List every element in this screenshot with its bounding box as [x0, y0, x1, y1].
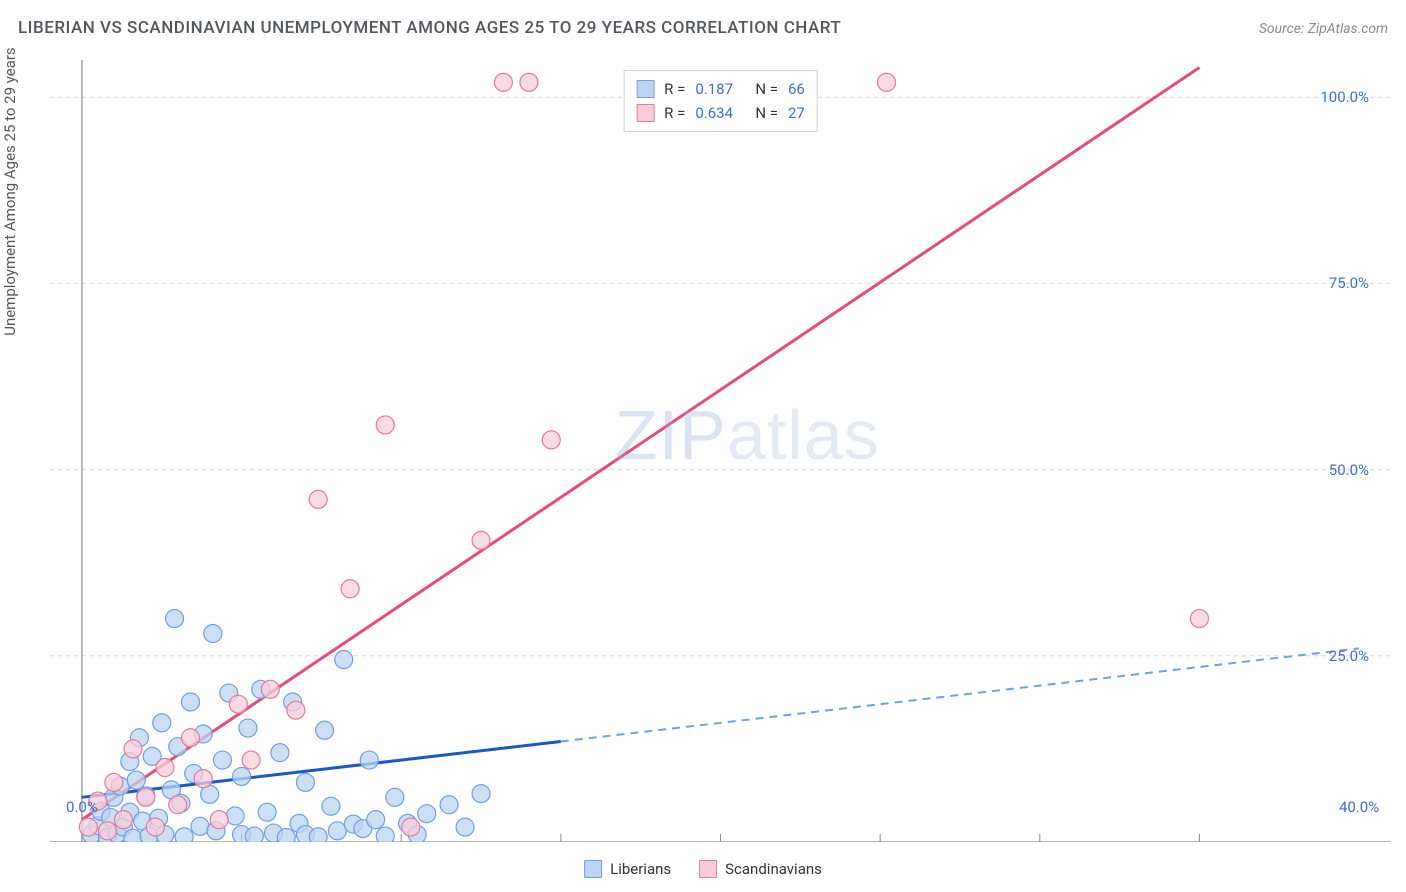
- data-point: [367, 811, 385, 829]
- data-point: [181, 693, 199, 711]
- data-point: [79, 818, 97, 836]
- data-point: [191, 817, 209, 835]
- chart-container: Unemployment Among Ages 25 to 29 years Z…: [0, 50, 1406, 892]
- x-tick-label: 40.0%: [1339, 798, 1379, 816]
- y-axis-title: Unemployment Among Ages 25 to 29 years: [1, 47, 19, 335]
- y-tick-label: 75.0%: [1329, 274, 1369, 292]
- data-point: [316, 721, 334, 739]
- data-point: [341, 580, 359, 598]
- data-point: [156, 759, 174, 777]
- data-point: [287, 701, 305, 719]
- data-point: [402, 818, 420, 836]
- data-point: [440, 796, 458, 814]
- data-point: [456, 818, 474, 836]
- data-point: [204, 624, 222, 642]
- x-tick-label: 0.0%: [66, 798, 98, 816]
- plot-area: ZIPatlas 25.0%50.0%75.0%100.0% 0.0%40.0%…: [50, 60, 1391, 842]
- data-point: [213, 751, 231, 769]
- data-point: [124, 740, 142, 758]
- page-title: LIBERIAN VS SCANDINAVIAN UNEMPLOYMENT AM…: [18, 18, 841, 38]
- data-point: [309, 828, 327, 842]
- data-point: [137, 788, 155, 806]
- r-label: R =: [664, 77, 685, 101]
- data-point: [181, 729, 199, 747]
- data-point: [520, 73, 538, 91]
- legend-label: Liberians: [610, 860, 671, 878]
- source-attribution: Source: ZipAtlas.com: [1259, 21, 1388, 37]
- data-point: [175, 828, 193, 842]
- data-point: [105, 773, 123, 791]
- data-point: [277, 829, 295, 842]
- data-point: [210, 811, 228, 829]
- data-point: [239, 719, 257, 737]
- r-value: 0.634: [695, 101, 745, 125]
- data-point: [245, 827, 263, 842]
- scatter-plot: [50, 60, 1391, 842]
- data-point: [229, 695, 247, 713]
- legend-item: Scandinavians: [699, 860, 822, 878]
- stats-row: R = 0.187 N = 66: [636, 77, 805, 101]
- data-point: [335, 651, 353, 669]
- data-point: [376, 416, 394, 434]
- data-point: [166, 610, 184, 628]
- legend-label: Scandinavians: [725, 860, 822, 878]
- data-point: [242, 751, 260, 769]
- data-point: [233, 767, 251, 785]
- data-point: [124, 829, 142, 842]
- data-point: [878, 73, 896, 91]
- n-value: 66: [788, 77, 805, 101]
- data-point: [309, 490, 327, 508]
- y-tick-label: 25.0%: [1329, 647, 1369, 665]
- legend-item: Liberians: [584, 860, 671, 878]
- data-point: [258, 803, 276, 821]
- data-point: [386, 788, 404, 806]
- series-swatch: [636, 80, 654, 98]
- series-swatch: [636, 104, 654, 122]
- data-point: [418, 805, 436, 823]
- correlation-stats: R = 0.187 N = 66 R = 0.634 N = 27: [623, 70, 818, 132]
- data-point: [494, 73, 512, 91]
- data-point: [127, 771, 145, 789]
- data-point: [271, 744, 289, 762]
- data-point: [328, 822, 346, 840]
- legend-swatch: [584, 860, 602, 878]
- data-point: [296, 773, 314, 791]
- data-point: [169, 796, 187, 814]
- y-tick-label: 100.0%: [1320, 88, 1369, 106]
- n-label: N =: [755, 77, 778, 101]
- data-point: [322, 797, 340, 815]
- data-point: [146, 818, 164, 836]
- data-point: [472, 531, 490, 549]
- n-label: N =: [755, 101, 778, 125]
- stats-row: R = 0.634 N = 27: [636, 101, 805, 125]
- legend: Liberians Scandinavians: [584, 860, 822, 878]
- data-point: [376, 827, 394, 842]
- data-point: [261, 680, 279, 698]
- data-point: [472, 785, 490, 803]
- data-point: [226, 807, 244, 825]
- data-point: [542, 431, 560, 449]
- n-value: 27: [788, 101, 805, 125]
- y-tick-label: 50.0%: [1329, 461, 1369, 479]
- data-point: [360, 751, 378, 769]
- data-point: [1190, 610, 1208, 628]
- data-point: [153, 714, 171, 732]
- legend-swatch: [699, 860, 717, 878]
- data-point: [194, 770, 212, 788]
- data-point: [98, 822, 116, 840]
- r-label: R =: [664, 101, 685, 125]
- data-point: [114, 811, 132, 829]
- r-value: 0.187: [695, 77, 745, 101]
